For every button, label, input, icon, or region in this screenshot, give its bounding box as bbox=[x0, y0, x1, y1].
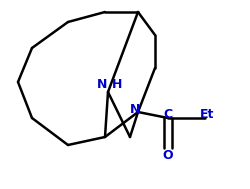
Text: N: N bbox=[130, 103, 140, 116]
Text: Et: Et bbox=[200, 108, 214, 121]
Text: N: N bbox=[96, 78, 106, 91]
Text: H: H bbox=[112, 78, 122, 91]
Text: O: O bbox=[162, 149, 172, 162]
Text: C: C bbox=[162, 108, 172, 121]
